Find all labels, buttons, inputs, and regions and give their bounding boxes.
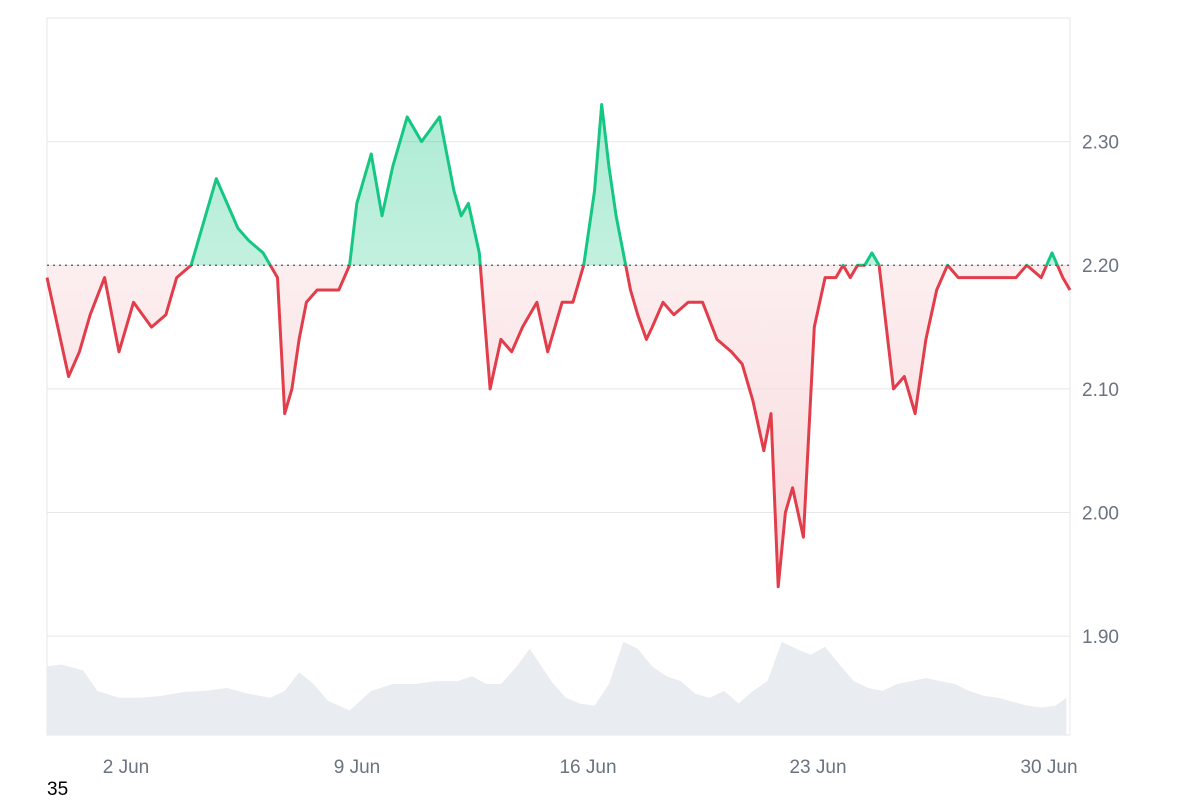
- volume-area: [47, 641, 1067, 735]
- corner-label: 35: [47, 779, 69, 800]
- y-tick-label: 2.20: [1082, 256, 1119, 277]
- down-area-fill: [47, 265, 1070, 587]
- x-tick-label: 30 Jun: [1020, 757, 1077, 778]
- down-price-line: [45, 265, 1072, 589]
- x-tick-label: 16 Jun: [559, 757, 616, 778]
- x-tick-label: 2 Jun: [103, 757, 149, 778]
- x-tick-label: 9 Jun: [334, 757, 380, 778]
- y-tick-label: 2.00: [1082, 503, 1119, 524]
- y-tick-label: 2.10: [1082, 380, 1119, 401]
- x-tick-label: 23 Jun: [789, 757, 846, 778]
- y-tick-label: 2.30: [1082, 133, 1119, 154]
- up-price-line: [188, 103, 1060, 266]
- y-tick-label: 1.90: [1082, 627, 1119, 648]
